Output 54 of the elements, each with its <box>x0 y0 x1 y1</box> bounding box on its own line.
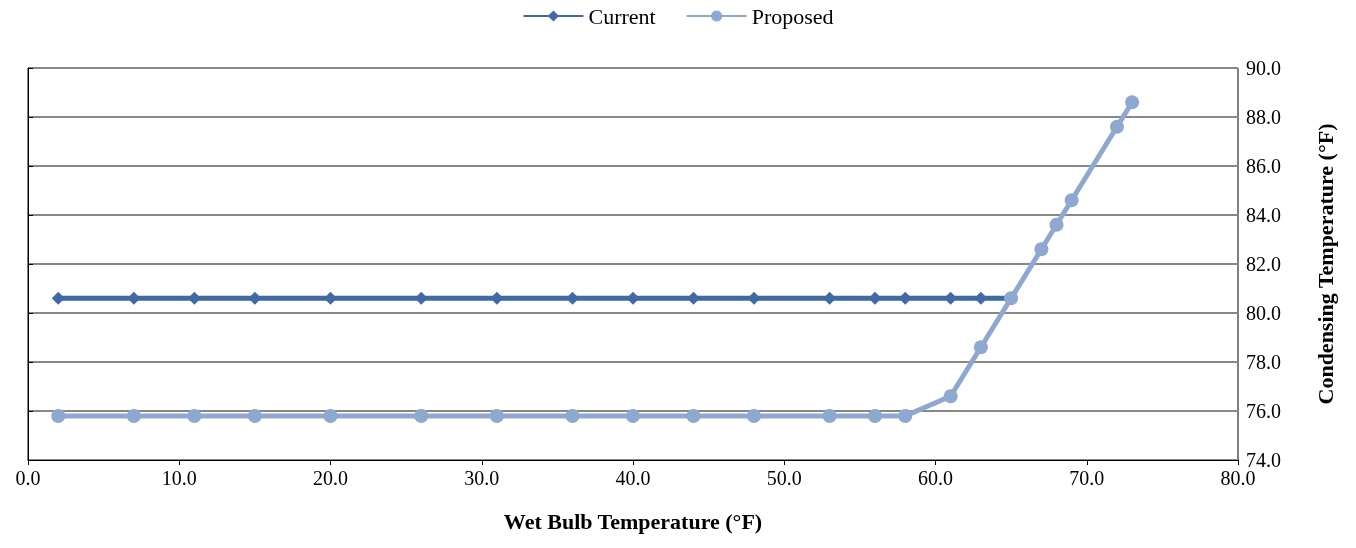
point <box>943 389 958 404</box>
point <box>898 408 913 423</box>
point <box>51 408 66 423</box>
point <box>187 408 202 423</box>
point <box>490 291 504 305</box>
point <box>1034 242 1049 257</box>
x-tick-label: 50.0 <box>766 467 802 489</box>
y-tick-label: 76.0 <box>1246 400 1281 422</box>
point <box>1064 193 1079 208</box>
point <box>822 408 837 423</box>
point <box>248 291 262 305</box>
y-tick-label: 82.0 <box>1246 253 1281 275</box>
y-tick-label: 84.0 <box>1246 204 1281 226</box>
x-tick-label: 70.0 <box>1069 467 1105 489</box>
y-tick-label: 90.0 <box>1246 57 1281 79</box>
x-tick-label: 40.0 <box>615 467 651 489</box>
point <box>414 408 429 423</box>
point <box>1125 95 1140 110</box>
point <box>747 408 761 423</box>
point <box>898 291 912 305</box>
legend-label: Current <box>588 3 656 29</box>
point <box>687 291 700 305</box>
x-tick-label: 20.0 <box>313 467 348 489</box>
point <box>489 408 504 423</box>
point <box>414 291 428 305</box>
point <box>1049 217 1064 232</box>
point <box>973 340 988 355</box>
point <box>1110 119 1124 134</box>
x-tick-label: 10.0 <box>161 467 197 489</box>
point <box>51 291 65 305</box>
point <box>868 291 882 305</box>
point <box>626 408 640 423</box>
y-axis-title: Condensing Temperature (°F) <box>1312 123 1338 405</box>
point <box>127 291 141 305</box>
x-tick-label: 60.0 <box>918 467 953 489</box>
point <box>323 408 338 423</box>
y-tick-label: 78.0 <box>1246 351 1281 373</box>
point <box>868 408 882 423</box>
point <box>626 291 640 305</box>
y-tick-label: 86.0 <box>1246 155 1281 177</box>
point <box>565 408 580 423</box>
point <box>686 408 701 423</box>
point <box>974 291 988 305</box>
point <box>566 291 579 305</box>
x-tick-label: 30.0 <box>464 467 500 489</box>
point <box>324 291 337 305</box>
legend-label: Proposed <box>751 3 834 29</box>
point <box>247 408 262 423</box>
y-tick-label: 88.0 <box>1246 106 1281 128</box>
x-tick-label: 0.0 <box>15 467 41 489</box>
point <box>747 291 761 305</box>
y-tick-label: 80.0 <box>1246 302 1281 324</box>
x-axis-title: Wet Bulb Temperature (°F) <box>503 508 763 534</box>
point <box>126 408 141 423</box>
